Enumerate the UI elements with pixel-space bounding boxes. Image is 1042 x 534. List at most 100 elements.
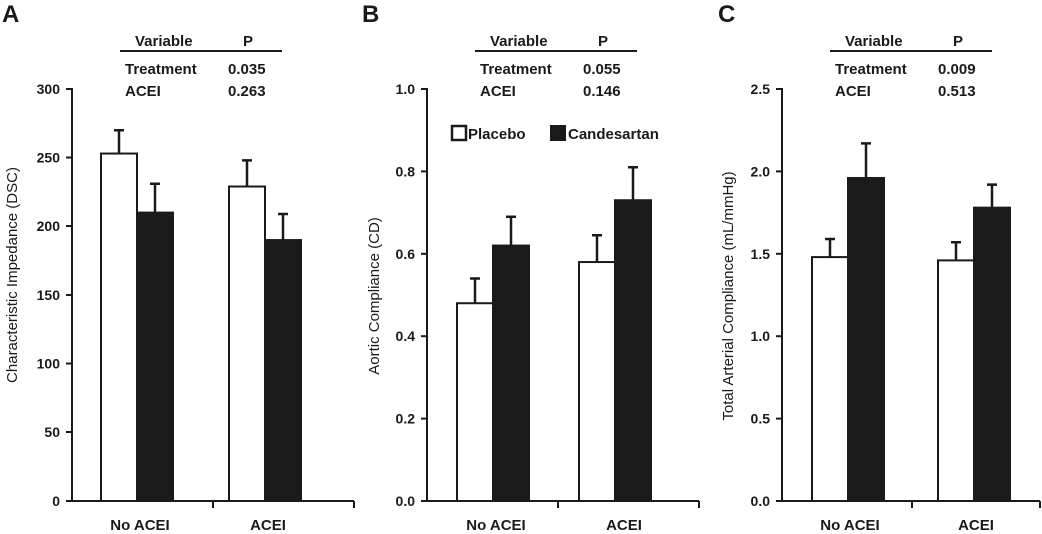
panel-letter-a: A (2, 1, 19, 28)
legend-swatch-candesartan (550, 125, 566, 141)
error-bar (150, 182, 160, 213)
y-tick-label: 50 (44, 424, 60, 440)
y-tick-label: 1.0 (396, 81, 416, 97)
y-tick: 0.2 (396, 411, 427, 427)
stats-row-label: Treatment (835, 61, 907, 78)
y-tick: 2.5 (751, 81, 782, 97)
error-bar (987, 183, 997, 208)
error-bar (825, 237, 835, 258)
panel-c: C Variable P Treatment 0.009 ACEI 0.513 … (718, 1, 1041, 534)
y-tick-label: 2.0 (751, 163, 771, 179)
y-tick-label: 1.0 (751, 328, 771, 344)
bar-candesartan-no-acei (136, 211, 174, 502)
bar-candesartan-no-acei (492, 244, 530, 502)
y-tick: 1.0 (751, 328, 782, 344)
y-tick-label: 200 (37, 218, 61, 234)
stats-header-variable: Variable (845, 33, 903, 50)
bar-placebo-no-acei (456, 302, 494, 502)
category-label: No ACEI (820, 517, 879, 534)
y-tick-label: 0.5 (751, 411, 771, 427)
bar-candesartan-acei (614, 199, 652, 503)
y-tick: 0.6 (396, 246, 427, 262)
stats-row-label: ACEI (835, 83, 871, 100)
y-tick-label: 0.2 (396, 411, 416, 427)
y-tick: 150 (37, 287, 72, 303)
panel-letter-c: C (718, 1, 735, 28)
category-label: ACEI (958, 517, 994, 534)
stats-row-p: 0.146 (583, 83, 621, 100)
stats-row-p: 0.009 (938, 61, 976, 78)
stats-row-label: ACEI (125, 83, 161, 100)
y-tick: 1.0 (396, 81, 427, 97)
legend: Placebo Candesartan (450, 124, 659, 143)
error-bar (592, 234, 602, 263)
y-tick-label: 2.5 (751, 81, 771, 97)
error-bar (951, 241, 961, 261)
y-tick-label: 0.0 (751, 493, 771, 509)
bar-placebo-no-acei (100, 152, 138, 502)
y-tick-label: 0.6 (396, 246, 416, 262)
y-tick: 0 (52, 493, 72, 509)
stats-row-label: ACEI (480, 83, 516, 100)
bar-placebo-acei (937, 259, 975, 502)
bar-placebo-acei (228, 185, 266, 503)
y-tick-label: 150 (37, 287, 61, 303)
error-bar (506, 215, 516, 246)
category-label: ACEI (250, 517, 286, 534)
stats-row-p: 0.513 (938, 83, 976, 100)
bar-candesartan-acei (264, 239, 302, 502)
error-bar (861, 142, 871, 178)
panel-b: B Variable P Treatment 0.055 ACEI 0.146 … (362, 1, 700, 534)
y-tick-label: 0.0 (396, 493, 416, 509)
legend-swatch-placebo (450, 124, 468, 142)
category-label: No ACEI (110, 517, 169, 534)
y-tick-label: 1.5 (751, 246, 771, 262)
y-tick: 0.4 (396, 328, 427, 344)
error-bar (470, 277, 480, 304)
legend-label-placebo: Placebo (468, 126, 526, 143)
bar-candesartan-acei (973, 206, 1011, 502)
y-axis-label: Characteristic Impedance (DSC) (4, 167, 21, 383)
y-tick-label: 250 (37, 150, 61, 166)
y-tick: 50 (44, 424, 72, 440)
y-tick: 250 (37, 150, 72, 166)
legend-label-candesartan: Candesartan (568, 126, 659, 143)
stats-header-variable: Variable (490, 33, 548, 50)
error-bar (278, 212, 288, 241)
category-label: No ACEI (466, 517, 525, 534)
y-tick: 100 (37, 356, 72, 372)
stats-header-p: P (598, 33, 608, 50)
bar-candesartan-no-acei (847, 176, 885, 502)
stats-row-p: 0.263 (228, 83, 266, 100)
y-tick-label: 100 (37, 356, 61, 372)
y-tick: 300 (37, 81, 72, 97)
stats-header-p: P (953, 33, 963, 50)
y-tick: 0.5 (751, 411, 782, 427)
panel-letter-b: B (362, 1, 379, 28)
y-tick: 0.0 (396, 493, 427, 509)
error-bar (114, 128, 124, 154)
y-axis-label: Aortic Compliance (CD) (366, 217, 383, 375)
y-tick: 1.5 (751, 246, 782, 262)
error-bar (628, 166, 638, 201)
y-tick: 0.8 (396, 163, 427, 179)
stats-row-label: Treatment (125, 61, 197, 78)
y-tick-label: 0 (52, 493, 60, 509)
bar-placebo-acei (578, 261, 616, 503)
stats-row-label: Treatment (480, 61, 552, 78)
stats-header-variable: Variable (135, 33, 193, 50)
y-tick: 200 (37, 218, 72, 234)
error-bar (242, 159, 252, 187)
stats-header-p: P (243, 33, 253, 50)
y-tick: 0.0 (751, 493, 782, 509)
y-tick-label: 300 (37, 81, 61, 97)
y-tick: 2.0 (751, 163, 782, 179)
stats-row-p: 0.055 (583, 61, 621, 78)
panel-a: A Variable P Treatment 0.035 ACEI 0.263 … (2, 1, 355, 534)
y-tick-label: 0.4 (396, 328, 416, 344)
bar-placebo-no-acei (811, 256, 849, 503)
y-axis-label: Total Arterial Compliance (mL/mmHg) (720, 171, 737, 420)
category-label: ACEI (606, 517, 642, 534)
stats-row-p: 0.035 (228, 61, 266, 78)
